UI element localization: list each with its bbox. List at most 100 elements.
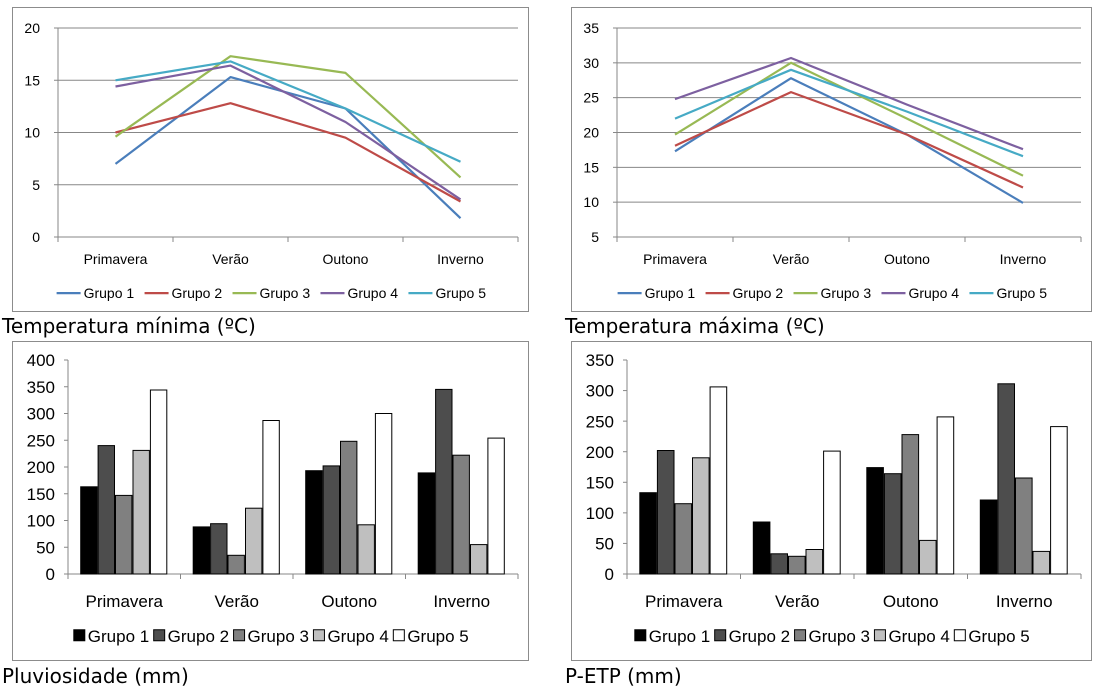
- legend-swatch-grupo-1: [73, 629, 86, 642]
- bar-grupo-2: [435, 388, 453, 575]
- caption-petp: P-ETP (mm): [565, 664, 682, 688]
- legend-label-grupo-4: Grupo 4: [347, 285, 398, 301]
- bar-grupo-2: [322, 465, 341, 575]
- legend-swatch-grupo-3: [794, 629, 807, 642]
- category-label: Verão: [212, 251, 249, 267]
- y-tick-label: 0: [46, 565, 55, 584]
- bar-grupo-3: [227, 554, 245, 575]
- y-tick-label: 400: [27, 351, 55, 370]
- bar-grupo-1: [417, 472, 436, 575]
- y-tick-label: 0: [605, 565, 614, 584]
- bar-grupo-5: [709, 386, 728, 575]
- legend-swatch-grupo-5: [392, 629, 405, 642]
- chart-pluv-svg: 0 50 100 150 200 250 300 350 400 Primavera Verão Ou…: [27, 351, 519, 646]
- bar-grupo-4: [1032, 550, 1051, 575]
- y-tick-label: 100: [27, 512, 55, 531]
- y-tick-label: 300: [27, 405, 55, 424]
- y-tick-label: 350: [586, 351, 614, 370]
- legend-label-grupo-2: Grupo 2: [733, 285, 784, 301]
- series-line-grupo-3: [114, 55, 462, 179]
- bar-grupo-1: [80, 486, 98, 575]
- legend-swatch-grupo-2: [714, 629, 727, 642]
- category-label: Inverno: [433, 592, 490, 611]
- bar-grupo-3: [340, 440, 358, 575]
- y-tick-label: 350: [27, 378, 55, 397]
- y-tick-label: 0: [32, 229, 40, 245]
- legend-label-grupo-3: Grupo 3: [248, 627, 309, 646]
- bar-grupo-1: [192, 526, 211, 575]
- bar-grupo-3: [788, 555, 806, 575]
- legend-swatch-grupo-2: [153, 629, 166, 642]
- y-tick-label: 50: [595, 535, 614, 554]
- series-line-grupo-5: [115, 60, 461, 163]
- y-tick-label: 10: [24, 125, 40, 141]
- category-label: Outono: [323, 251, 369, 267]
- y-tick-label: 20: [24, 20, 40, 36]
- y-tick-label: 15: [24, 72, 40, 88]
- legend-label-grupo-5: Grupo 5: [435, 285, 486, 301]
- caption-tmin: Temperatura mínima (ºC): [2, 314, 256, 338]
- legend-label-grupo-3: Grupo 3: [260, 285, 311, 301]
- legend-swatch-grupo-5: [953, 629, 966, 642]
- category-label: Primavera: [643, 251, 707, 267]
- bar-grupo-5: [374, 413, 393, 575]
- legend-label-grupo-1: Grupo 1: [645, 285, 696, 301]
- y-tick-label: 200: [586, 443, 614, 462]
- chart-petp: 0 50 100 150 200 250 300 350 Primavera Verão Outon…: [571, 341, 1092, 661]
- legend-label-grupo-4: Grupo 4: [888, 627, 949, 646]
- bar-grupo-4: [357, 524, 375, 575]
- chart-petp-svg: 0 50 100 150 200 250 300 350 Primavera Verão Outon…: [586, 351, 1082, 646]
- y-tick-label: 5: [591, 229, 599, 245]
- category-label: Primavera: [86, 592, 164, 611]
- category-label: Outono: [321, 592, 377, 611]
- bar-grupo-4: [470, 544, 488, 575]
- series-line-grupo-2: [674, 90, 1024, 189]
- category-label: Verão: [215, 592, 259, 611]
- y-tick-label: 10: [583, 194, 599, 210]
- bar-grupo-5: [262, 420, 280, 575]
- series-line-grupo-2: [115, 102, 462, 203]
- bar-grupo-5: [936, 416, 955, 575]
- y-tick-label: 250: [586, 412, 614, 431]
- chart-tmax: 5 10 15 20 25 30 35 Primavera Verão Outono Inverno…: [571, 7, 1092, 312]
- series-line-grupo-1: [674, 77, 1024, 204]
- legend-label-grupo-5: Grupo 5: [407, 627, 468, 646]
- chart-tmin: 0 5 10 15 20 Primavera Verão Outono Inverno Grupo…: [12, 7, 529, 312]
- legend-label-grupo-3: Grupo 3: [821, 285, 872, 301]
- chart-pluv: 0 50 100 150 200 250 300 350 400 Primavera Verão Ou…: [12, 341, 529, 661]
- legend-swatch-grupo-3: [233, 629, 246, 642]
- caption-tmax: Temperatura máxima (ºC): [565, 314, 825, 338]
- series-line-grupo-4: [115, 64, 462, 201]
- bar-grupo-5: [487, 437, 505, 575]
- bar-grupo-1: [979, 499, 998, 575]
- y-tick-label: 250: [27, 431, 55, 450]
- category-label: Inverno: [437, 251, 484, 267]
- bar-grupo-4: [132, 449, 150, 575]
- y-tick-label: 200: [27, 458, 55, 477]
- category-label: Inverno: [1000, 251, 1047, 267]
- bar-grupo-2: [656, 450, 675, 575]
- y-tick-label: 15: [583, 159, 599, 175]
- bar-grupo-3: [452, 454, 470, 575]
- category-label: Outono: [884, 251, 930, 267]
- legend-label-grupo-1: Grupo 1: [84, 285, 135, 301]
- category-label: Primavera: [645, 592, 723, 611]
- bar-grupo-5: [149, 389, 168, 575]
- bar-grupo-5: [1050, 426, 1068, 575]
- y-tick-label: 20: [583, 125, 599, 141]
- bar-grupo-3: [901, 434, 920, 575]
- y-tick-label: 50: [36, 538, 55, 557]
- legend-label-grupo-4: Grupo 4: [327, 627, 388, 646]
- bar-grupo-4: [245, 507, 263, 575]
- legend-label-grupo-2: Grupo 2: [168, 627, 229, 646]
- bar-grupo-3: [1015, 477, 1033, 575]
- bar-grupo-2: [883, 473, 902, 575]
- legend-label-grupo-1: Grupo 1: [649, 627, 710, 646]
- legend-label-grupo-5: Grupo 5: [996, 285, 1047, 301]
- legend-swatch-grupo-4: [312, 629, 325, 642]
- y-tick-label: 35: [583, 20, 599, 36]
- caption-pluv: Pluviosidade (mm): [2, 664, 189, 688]
- bar-grupo-1: [305, 470, 323, 575]
- bar-grupo-4: [692, 457, 710, 575]
- category-label: Inverno: [996, 592, 1053, 611]
